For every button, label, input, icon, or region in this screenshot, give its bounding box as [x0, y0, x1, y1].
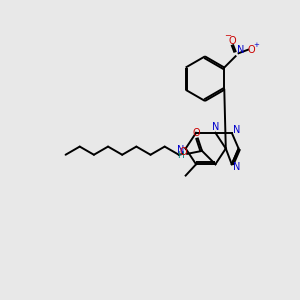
Text: O: O — [247, 45, 255, 55]
Text: N: N — [177, 145, 184, 155]
Text: O: O — [179, 147, 187, 157]
Text: N: N — [233, 125, 241, 135]
Text: N: N — [233, 162, 241, 172]
Text: −: − — [224, 31, 231, 40]
Text: H: H — [177, 151, 184, 160]
Text: +: + — [253, 42, 259, 48]
Text: N: N — [212, 122, 219, 132]
Text: O: O — [192, 128, 200, 138]
Text: O: O — [229, 36, 236, 46]
Text: N: N — [237, 45, 244, 55]
